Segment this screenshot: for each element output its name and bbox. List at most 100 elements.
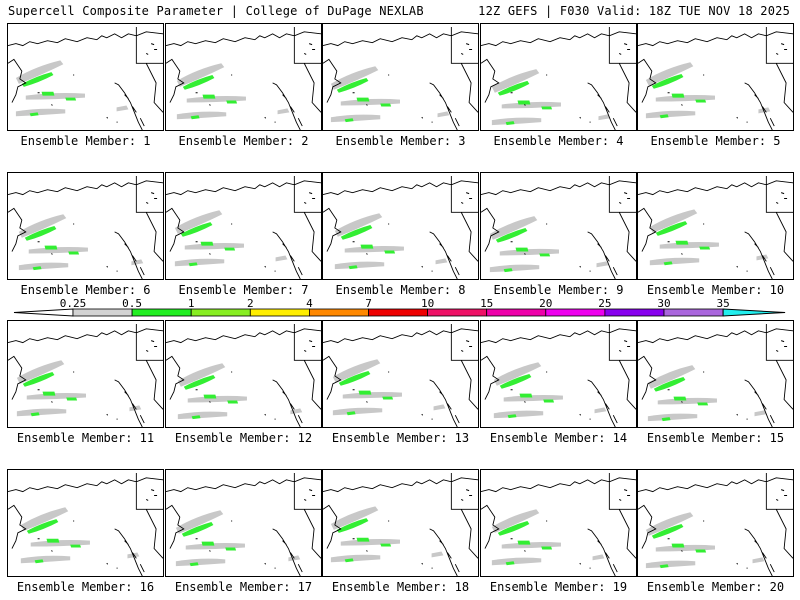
scp-green-field	[338, 371, 394, 416]
ensemble-member-label: Ensemble Member: 3	[335, 134, 466, 148]
coastline	[638, 323, 793, 427]
map-svg	[8, 472, 163, 576]
ensemble-map-panel	[637, 469, 794, 577]
coastline	[323, 26, 478, 130]
map-svg	[323, 175, 478, 279]
ensemble-member-label: Ensemble Member: 20	[646, 580, 785, 594]
ensemble-member-label: Ensemble Member: 19	[489, 580, 628, 594]
coastline	[481, 472, 636, 576]
scp-green-field	[21, 72, 77, 117]
scp-green-field	[499, 374, 555, 419]
valid-time-label: 12Z GEFS | F030 Valid: 18Z TUE NOV 18 20…	[478, 4, 790, 18]
map-svg	[8, 26, 163, 130]
scp-gray-field	[330, 66, 450, 123]
colorbar-tick-label: 30	[657, 297, 671, 310]
islands	[667, 489, 788, 569]
colorbar-segment	[604, 308, 665, 317]
scp-gray-field	[645, 512, 765, 569]
colorbar-tick-label: 25	[598, 297, 612, 310]
scp-green-field	[495, 227, 551, 273]
map-svg	[323, 472, 478, 576]
colorbar-tick-label: 4	[306, 297, 313, 310]
ensemble-map-panel	[7, 469, 164, 577]
colorbar-segment	[131, 308, 192, 317]
colorbar-segment	[190, 308, 251, 317]
ensemble-map-panel	[322, 23, 479, 131]
coastline	[8, 175, 163, 279]
ensemble-member-label: Ensemble Member: 6	[20, 283, 151, 297]
map-svg	[481, 26, 636, 130]
ensemble-member-label: Ensemble Member: 1	[20, 134, 151, 148]
ensemble-member-label: Ensemble Member: 4	[493, 134, 624, 148]
map-svg	[166, 175, 321, 279]
islands	[510, 43, 631, 123]
islands	[195, 43, 316, 123]
islands	[37, 489, 158, 569]
scp-green-field	[655, 221, 711, 266]
scp-gray-field	[647, 365, 767, 422]
coastline	[323, 472, 478, 576]
ensemble-member-label: Ensemble Member: 15	[646, 431, 785, 445]
ensemble-map-panel	[322, 469, 479, 577]
ensemble-member-label: Ensemble Member: 8	[335, 283, 466, 297]
map-svg	[638, 472, 793, 576]
ensemble-map-panel	[637, 172, 794, 280]
colorbar-svg	[13, 308, 786, 317]
colorbar-tick-label: 7	[365, 297, 372, 310]
scp-green-field	[336, 77, 392, 123]
islands	[37, 192, 158, 272]
islands	[195, 192, 316, 272]
map-svg	[166, 472, 321, 576]
scp-green-field	[336, 518, 392, 563]
colorbar-segment	[308, 308, 369, 317]
colorbar-high-extend	[722, 308, 786, 317]
islands	[352, 340, 473, 420]
map-svg	[481, 472, 636, 576]
scp-gray-field	[174, 210, 288, 267]
ensemble-member-label: Ensemble Member: 10	[646, 283, 785, 297]
scp-gray-field	[645, 62, 771, 119]
ensemble-member-label: Ensemble Member: 16	[16, 580, 155, 594]
ensemble-member-label: Ensemble Member: 11	[16, 431, 155, 445]
colorbar-tick-label: 0.25	[59, 297, 87, 310]
scp-gray-field	[493, 362, 607, 419]
colorbar-segment	[72, 308, 133, 317]
scp-green-field	[22, 372, 78, 417]
colorbar-low-extend	[13, 308, 74, 317]
ensemble-map-panel	[322, 172, 479, 280]
coastline	[8, 472, 163, 576]
ensemble-member-label: Ensemble Member: 14	[489, 431, 628, 445]
scp-green-field	[340, 225, 396, 270]
ensemble-member-label: Ensemble Member: 9	[493, 283, 624, 297]
islands	[352, 489, 473, 569]
scp-gray-field	[491, 509, 605, 566]
colorbar-segment	[427, 308, 488, 317]
islands	[195, 489, 316, 569]
map-svg	[8, 175, 163, 279]
colorbar-tick-label: 10	[420, 297, 435, 310]
scp-green-field	[651, 523, 707, 569]
ensemble-member-label: Ensemble Member: 18	[331, 580, 470, 594]
map-svg	[166, 323, 321, 427]
coastline	[166, 323, 321, 427]
scp-gray-field	[16, 360, 142, 417]
islands	[37, 340, 158, 420]
colorbar-tick-label: 15	[480, 297, 494, 310]
ensemble-map-panel	[480, 172, 637, 280]
scp-green-field	[182, 75, 238, 120]
map-svg	[166, 26, 321, 130]
ensemble-map-panel	[480, 23, 637, 131]
map-svg	[481, 175, 636, 279]
ensemble-member-label: Ensemble Member: 13	[331, 431, 470, 445]
scp-green-field	[651, 74, 707, 119]
islands	[667, 192, 788, 272]
ensemble-member-label: Ensemble Member: 12	[174, 431, 313, 445]
coastline	[638, 175, 793, 279]
coastline	[323, 175, 478, 279]
map-svg	[638, 175, 793, 279]
islands	[352, 43, 473, 123]
coastline	[323, 323, 478, 427]
islands	[510, 489, 631, 569]
ensemble-map-panel	[480, 469, 637, 577]
colorbar-tick-label: 1	[187, 297, 195, 310]
